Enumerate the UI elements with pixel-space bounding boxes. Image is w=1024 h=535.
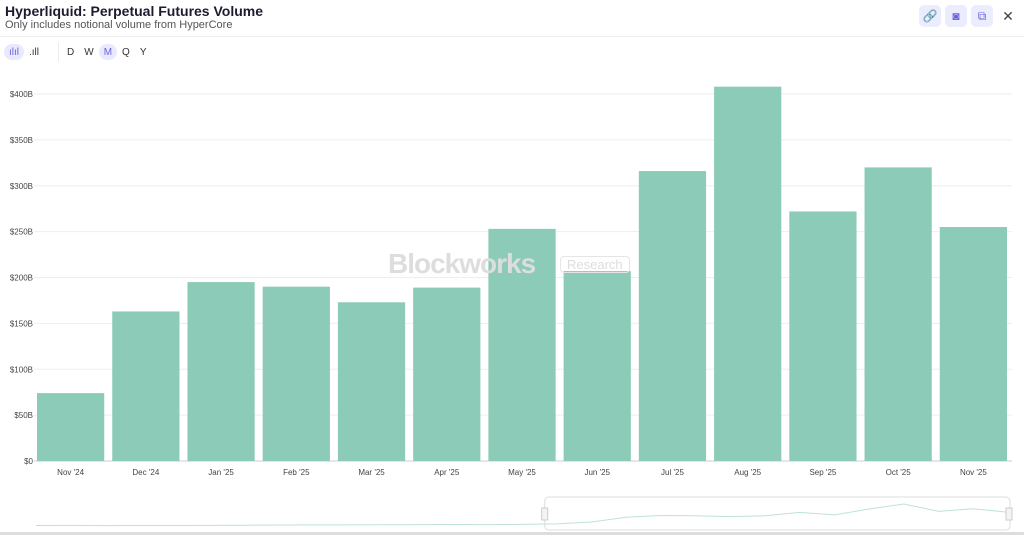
x-tick-label: Mar '25	[358, 468, 385, 477]
x-tick-label: Feb '25	[283, 468, 310, 477]
period-w[interactable]: W	[84, 46, 94, 58]
x-tick-label: Jan '25	[208, 468, 234, 477]
x-tick-label: Oct '25	[886, 468, 912, 477]
x-tick-label: Dec '24	[132, 468, 159, 477]
y-tick-label: $0	[24, 457, 33, 466]
signal-bars-icon[interactable]: .ıll	[29, 46, 39, 58]
x-tick-label: Jul '25	[661, 468, 684, 477]
bar	[714, 86, 782, 461]
navigator-left-handle[interactable]	[541, 507, 549, 521]
bar	[939, 227, 1007, 461]
bar	[864, 167, 932, 461]
period-m[interactable]: M	[98, 44, 118, 60]
y-tick-label: $250B	[10, 228, 33, 237]
y-tick-label: $350B	[10, 136, 33, 145]
header-divider	[0, 36, 1024, 37]
y-tick-label: $150B	[10, 319, 33, 328]
close-icon[interactable]: ✕	[1002, 7, 1014, 24]
embed-icon[interactable]: ⧉	[971, 5, 993, 27]
watermark-tag: Research	[560, 256, 630, 273]
bar	[262, 286, 330, 461]
chart-type-group: ılıl .ıll	[4, 44, 44, 60]
y-tick-label: $400B	[10, 90, 33, 99]
bar-chart-icon[interactable]: ılıl	[4, 44, 24, 60]
bar	[638, 171, 707, 461]
bar	[112, 311, 180, 461]
bar	[488, 228, 556, 461]
bar	[337, 302, 406, 461]
x-tick-label: Nov '25	[960, 468, 987, 477]
period-q[interactable]: Q	[122, 46, 130, 58]
watermark-logo: Blockworks	[388, 248, 536, 279]
y-tick-label: $200B	[10, 274, 33, 283]
x-tick-label: Sep '25	[809, 468, 836, 477]
navigator-right-handle[interactable]	[1005, 507, 1013, 521]
bar	[563, 271, 631, 461]
navigator-window	[544, 496, 1011, 531]
x-tick-label: Apr '25	[434, 468, 460, 477]
y-tick-label: $100B	[10, 365, 33, 374]
x-tick-label: May '25	[508, 468, 536, 477]
y-tick-label: $50B	[14, 411, 33, 420]
y-tick-label: $300B	[10, 182, 33, 191]
x-tick-label: Aug '25	[734, 468, 761, 477]
x-tick-label: Nov '24	[57, 468, 84, 477]
scrollbar[interactable]	[0, 532, 1024, 535]
period-group: D W M Q Y	[62, 44, 151, 60]
chart-subtitle: Only includes notional volume from Hyper…	[5, 19, 233, 31]
x-tick-label: Jun '25	[584, 468, 610, 477]
divider	[58, 42, 59, 62]
bar	[413, 287, 481, 461]
bar	[789, 211, 857, 461]
camera-icon[interactable]: ◙	[945, 5, 967, 27]
period-y[interactable]: Y	[139, 46, 147, 58]
link-icon[interactable]: 🔗	[919, 5, 941, 27]
period-d[interactable]: D	[67, 46, 75, 58]
bar	[37, 393, 105, 461]
navigator-series	[35, 503, 1009, 527]
bar	[187, 282, 255, 461]
chart-title: Hyperliquid: Perpetual Futures Volume	[5, 3, 264, 19]
